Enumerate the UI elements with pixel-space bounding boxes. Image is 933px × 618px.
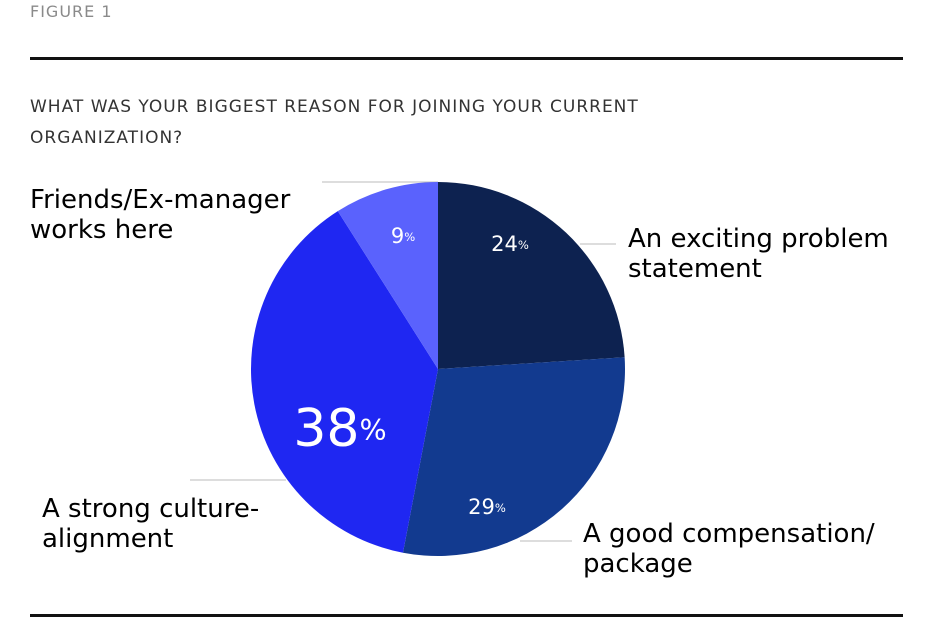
category-label: A good compensation/ package: [583, 519, 875, 579]
chart-title: WHAT WAS YOUR BIGGEST REASON FOR JOINING…: [30, 97, 639, 148]
value-label: 9%: [391, 224, 415, 248]
figure-label: FIGURE 1: [30, 2, 113, 21]
category-label: An exciting problem statement: [628, 224, 889, 284]
pie-slice: [251, 211, 438, 553]
pie-slice: [438, 182, 625, 369]
pie-slice: [337, 182, 438, 369]
category-label: Friends/Ex-manager works here: [30, 185, 291, 245]
category-label: A strong culture-alignment: [42, 494, 260, 554]
value-label: 38%: [293, 399, 386, 459]
pie-slice: [402, 357, 625, 557]
value-label: 24%: [491, 232, 529, 256]
value-label: 29%: [468, 495, 506, 519]
top-rule: [30, 57, 903, 60]
bottom-rule: [30, 614, 903, 617]
